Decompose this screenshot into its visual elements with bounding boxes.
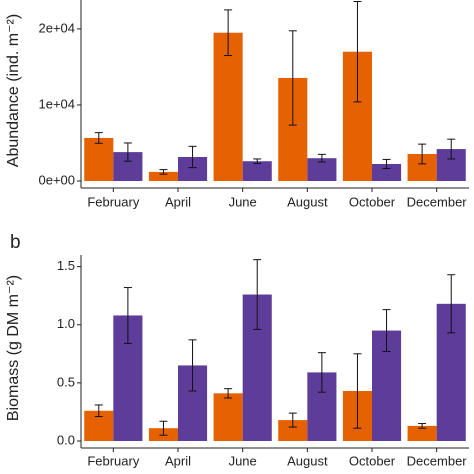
- error-bar: [188, 339, 197, 392]
- x-tick-label: June: [229, 194, 257, 209]
- y-tick-label: 0.5: [57, 374, 75, 389]
- x-tick-label: December: [407, 194, 468, 209]
- error-bar: [94, 132, 103, 144]
- y-tick-label: 1e+04: [38, 96, 75, 111]
- error-bar: [353, 1, 362, 103]
- bar: [242, 161, 272, 181]
- error-bar: [224, 9, 233, 57]
- error-bar: [382, 309, 391, 352]
- bar: [407, 425, 437, 441]
- x-tick-label: December: [407, 453, 468, 468]
- error-bar: [253, 158, 262, 165]
- error-bar: [94, 404, 103, 418]
- error-bar: [224, 388, 233, 399]
- y-tick-label: 0e+00: [38, 172, 75, 187]
- error-bar: [382, 158, 391, 170]
- y-axis-label: Biomass (g DM m⁻²): [5, 275, 22, 421]
- bar: [278, 420, 308, 441]
- error-bar: [418, 143, 427, 165]
- error-bar: [288, 412, 297, 428]
- bar: [307, 158, 337, 181]
- x-tick-label: February: [87, 194, 140, 209]
- error-bar: [447, 138, 456, 160]
- bar: [213, 393, 243, 441]
- error-bar: [159, 169, 168, 175]
- error-bar: [123, 142, 132, 162]
- x-tick-label: August: [287, 194, 328, 209]
- y-axis-label: Abundance (ind. m⁻²): [5, 14, 22, 167]
- error-bar: [159, 420, 168, 436]
- x-tick-label: June: [229, 453, 257, 468]
- y-tick-label: 2e+04: [38, 20, 75, 35]
- x-tick-label: October: [349, 453, 396, 468]
- error-bar: [353, 353, 362, 429]
- error-bar: [317, 153, 326, 163]
- error-bar: [418, 423, 427, 429]
- error-bar: [123, 287, 132, 344]
- panel-label: b: [10, 232, 21, 253]
- error-bar: [317, 352, 326, 393]
- x-tick-label: October: [349, 194, 396, 209]
- y-tick-label: 1.0: [57, 316, 75, 331]
- bar: [84, 137, 114, 181]
- x-tick-label: April: [165, 453, 191, 468]
- error-bar: [188, 145, 197, 169]
- x-tick-label: February: [87, 453, 140, 468]
- x-tick-label: August: [287, 453, 328, 468]
- error-bar: [253, 259, 262, 330]
- bar: [372, 163, 402, 181]
- bar: [148, 171, 178, 181]
- error-bar: [447, 274, 456, 334]
- x-tick-label: April: [165, 194, 191, 209]
- y-tick-label: 1.5: [57, 258, 75, 273]
- error-bar: [288, 30, 297, 126]
- y-tick-label: 0.0: [57, 432, 75, 447]
- bar: [213, 32, 243, 182]
